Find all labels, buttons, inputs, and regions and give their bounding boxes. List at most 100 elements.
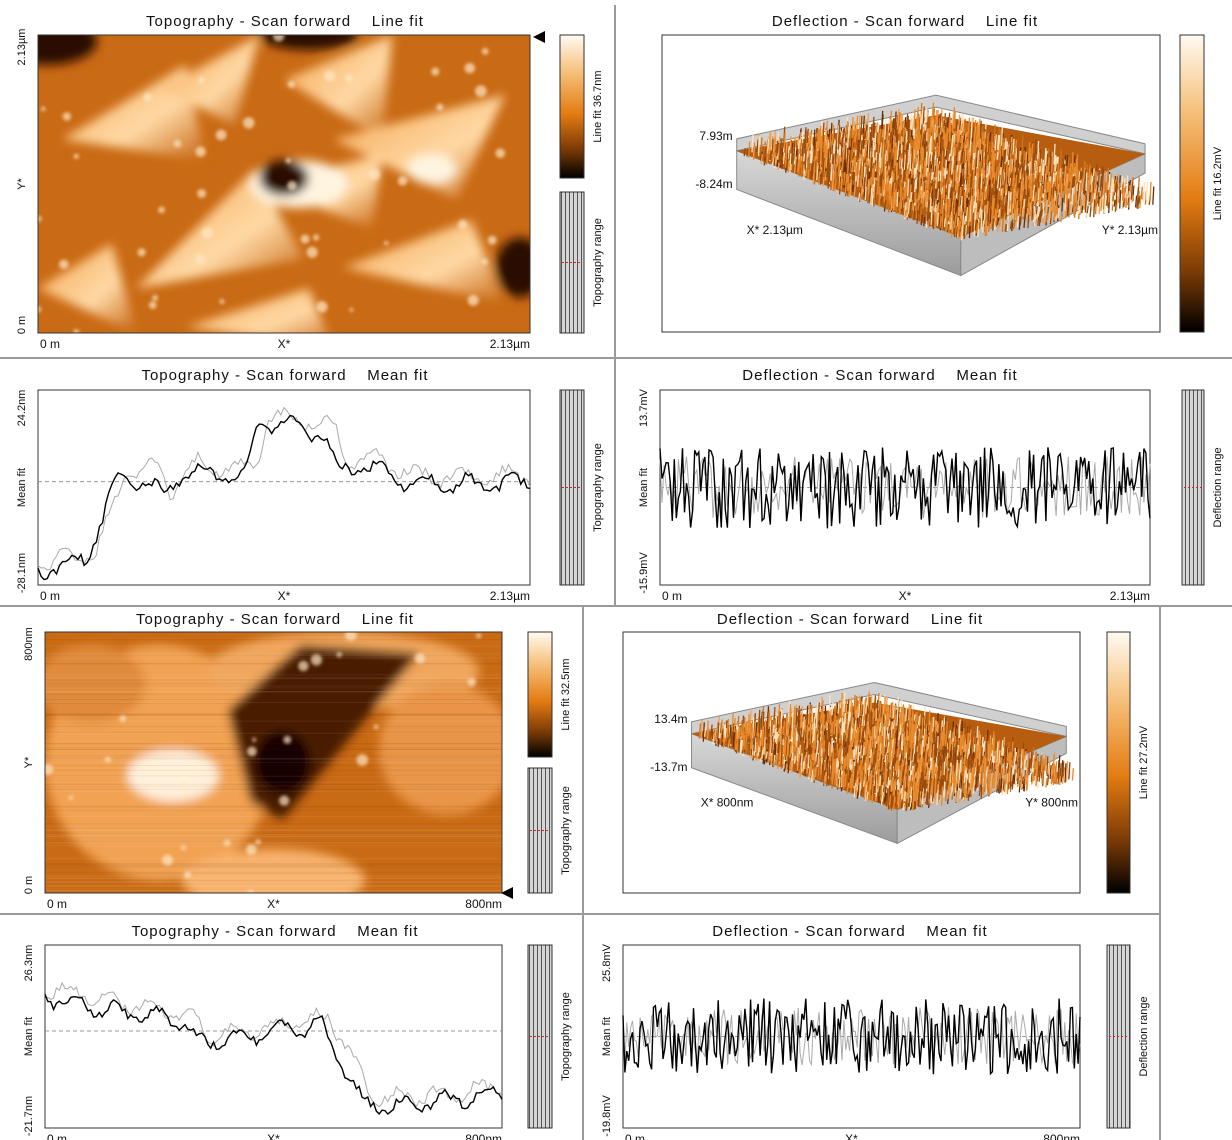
particle	[243, 117, 255, 129]
range-label: Deflection range	[1138, 996, 1150, 1076]
particle	[310, 654, 323, 666]
particle	[476, 633, 482, 639]
x-axis-label: 0 m	[40, 337, 60, 351]
particle	[152, 294, 159, 301]
profile-line	[44, 993, 503, 1115]
particle	[458, 219, 468, 229]
x-axis-label: X*	[267, 897, 280, 911]
z-axis-label: -8.24m	[695, 177, 732, 191]
terrace	[343, 219, 506, 304]
y-axis-label: -28.1nm	[16, 553, 28, 593]
y-axis-label: 2.13µm	[16, 29, 28, 66]
particle	[316, 301, 328, 313]
x-axis-label: 800nm	[1043, 1132, 1080, 1140]
particle	[464, 62, 476, 74]
axis-label: Y* 800nm	[1025, 796, 1078, 810]
range-label: Deflection range	[1212, 447, 1224, 527]
particle	[195, 254, 206, 265]
particle	[247, 889, 254, 893]
profile-line	[37, 406, 531, 571]
particle	[279, 795, 290, 806]
x-axis-label: 800nm	[465, 1132, 502, 1140]
profile-line	[44, 981, 503, 1109]
particle	[436, 103, 444, 111]
particle	[467, 294, 479, 306]
surface-back	[736, 94, 1146, 155]
particle	[397, 176, 408, 186]
terrace	[38, 243, 137, 333]
y-axis-label: Mean fit	[601, 1017, 613, 1056]
grain	[127, 749, 219, 802]
y-axis-label: Y*	[16, 177, 28, 189]
particle	[373, 724, 379, 730]
range-label: Topography range	[560, 992, 572, 1081]
x-axis-label: X*	[899, 589, 912, 603]
particle	[184, 871, 192, 879]
panel-title: Deflection - Scan forward Line fit	[717, 611, 983, 628]
shadow	[38, 35, 98, 65]
y-axis-label: 25.8mV	[601, 943, 613, 982]
range-label: Topography range	[592, 218, 604, 307]
terrace	[185, 288, 328, 333]
particle	[197, 188, 207, 198]
x-axis-label: X*	[278, 589, 291, 603]
afm-image	[38, 35, 530, 333]
particle	[481, 47, 489, 55]
particles	[38, 35, 506, 333]
particle	[223, 839, 231, 847]
particle	[38, 306, 42, 313]
profile-line	[622, 998, 1081, 1076]
colorbar-label: Line fit 32.5nm	[560, 658, 572, 730]
particle	[137, 248, 146, 257]
particle	[178, 782, 189, 792]
image-frame	[37, 34, 531, 334]
panel-title: Deflection - Scan forward Line fit	[772, 13, 1038, 30]
particle	[73, 328, 80, 333]
panel-title: Deflection - Scan forward Mean fit	[742, 367, 1017, 384]
x-axis-label: 0 m	[47, 897, 67, 911]
colorbar-label: Line fit 27.2mV	[1138, 725, 1150, 799]
profile-line	[659, 447, 1151, 529]
colorbar-label: Line fit 36.7nm	[592, 70, 604, 142]
particle	[252, 737, 257, 742]
particle	[219, 299, 225, 304]
particle	[306, 246, 318, 258]
colorbar	[527, 631, 553, 758]
particle	[195, 146, 206, 157]
particle	[273, 35, 285, 42]
z-axis-label: 7.93m	[699, 129, 732, 143]
particle	[495, 148, 506, 159]
particles	[45, 632, 482, 893]
range-label: Topography range	[592, 443, 604, 532]
particle	[345, 74, 353, 82]
surface-spikes	[748, 102, 1152, 239]
particle	[283, 735, 292, 744]
y-axis-label: -19.8mV	[601, 1095, 613, 1137]
colorbar-label: Line fit 16.2mV	[1212, 146, 1224, 220]
particle	[287, 80, 295, 88]
axis-label: Y* 2.13µm	[1102, 223, 1158, 237]
particle	[62, 112, 72, 121]
particle	[143, 93, 152, 102]
x-axis-label: 2.13µm	[1110, 589, 1150, 603]
particle	[474, 85, 487, 97]
particle	[313, 234, 320, 241]
colorbar	[559, 34, 585, 179]
scan-arrow	[501, 887, 513, 899]
particle	[324, 70, 336, 82]
x-axis-label: 2.13µm	[490, 337, 530, 351]
particle	[467, 677, 476, 687]
particle	[201, 227, 214, 239]
particle	[104, 756, 111, 763]
plot-frame	[44, 944, 503, 1129]
axis-label: X* 2.13µm	[747, 223, 803, 237]
particle	[247, 746, 257, 757]
scan-arrow	[533, 31, 545, 43]
particle	[173, 139, 182, 148]
particle	[215, 129, 227, 141]
particle	[180, 845, 186, 851]
image-features	[45, 632, 502, 893]
particle	[73, 153, 79, 159]
